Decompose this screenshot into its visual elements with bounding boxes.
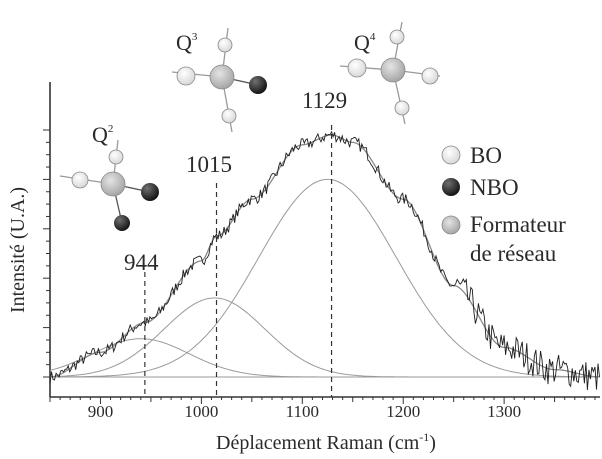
q4-bo-bottom-atom [394,100,410,116]
q4-bo-top-atom [389,29,405,45]
y-ticks [43,129,50,378]
q4-unit-diagram: Q4 [339,21,441,125]
q2-bo-top-atom [108,149,124,165]
q4-label: Q4 [354,30,376,55]
y-axis-title: Intensité (U.A.) [7,187,29,313]
legend-nbo-swatch [442,178,460,196]
legend: BO NBO Formateur de réseau [441,143,566,266]
q3-label: Q3 [176,30,198,55]
x-axis-title-close: ) [429,432,436,454]
q3-bo-left-atom [176,66,196,86]
q2-label: Q2 [92,122,113,147]
q4-bo-left-atom [347,58,367,78]
component-curve-1 [49,338,599,378]
axes: 900 1000 1100 1200 1300 [43,82,600,421]
legend-bo-swatch [441,145,461,165]
q3-bo-top-atom [217,37,233,53]
peak-label-1129: 1129 [302,88,347,113]
legend-item-bo: BO [441,143,502,168]
peak-label-1015: 1015 [186,152,232,177]
q3-nbo-right-atom [249,76,267,94]
component-curve-3 [50,178,599,378]
x-tick-label: 1000 [184,402,218,421]
q2-bo-left-atom [71,171,89,189]
q4-former-atom [380,57,406,83]
legend-item-network-former: Formateur de réseau [441,212,566,266]
x-axis-title-text: Déplacement Raman (cm [216,432,420,454]
q2-unit-diagram: Q2 [59,122,159,231]
x-tick-label: 1300 [487,402,521,421]
legend-former-swatch [441,215,461,235]
legend-item-nbo: NBO [442,175,519,200]
component-curves [49,178,599,378]
x-tick-label: 900 [88,402,114,421]
peak-markers [144,125,333,397]
q2-nbo-right-atom [141,183,159,201]
q3-former-atom [209,64,235,90]
x-ticks: 900 1000 1100 1200 1300 [49,397,596,421]
x-tick-label: 1100 [286,402,319,421]
q4-bo-right-atom [421,67,439,85]
legend-former-label-line1: Formateur [470,212,566,237]
legend-nbo-label: NBO [470,175,519,200]
q2-former-atom [100,171,126,197]
component-curve-2 [50,297,599,378]
x-tick-label: 1200 [386,402,420,421]
q3-unit-diagram: Q3 [171,27,267,133]
legend-former-label-line2: de réseau [470,241,557,266]
peak-label-944: 944 [124,250,159,275]
q3-bo-bottom-atom [221,108,237,124]
x-axis-title: Déplacement Raman (cm-1) [216,430,436,454]
x-axis-title-sup: -1 [419,430,429,444]
legend-bo-label: BO [470,143,502,168]
q2-nbo-bottom-atom [114,215,130,231]
measured-spectrum-line [49,130,600,391]
